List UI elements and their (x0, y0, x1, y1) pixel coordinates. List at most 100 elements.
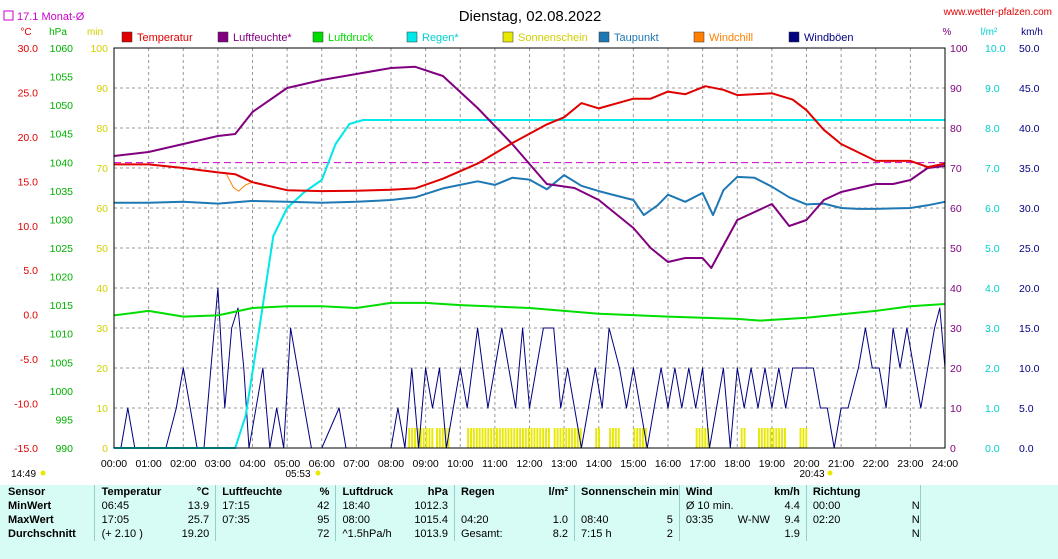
header-rain-unit: l/m² (548, 486, 569, 498)
series-line-luftdruck (113, 301, 946, 322)
time-tick-label: 23:00 (897, 458, 923, 470)
humidity-tick-label: 90 (950, 83, 962, 95)
wind-tick-label: 45.0 (1019, 83, 1040, 95)
legend-label: Sonnenschein (518, 32, 588, 44)
minutes-tick-label: 80 (96, 123, 108, 135)
stats-row-avg: Durchschnitt (+ 2.10 ) 19.20 72 ^1.5hPa/… (0, 527, 1058, 541)
wind-value: 1.9 (784, 528, 800, 540)
sunshine-bar (530, 428, 533, 448)
rain-tick-label: 5.0 (985, 243, 1000, 255)
time-tick-label: 13:00 (551, 458, 577, 470)
temp-tick-label: 15.0 (18, 176, 39, 188)
sunshine-bar (612, 428, 614, 448)
wind-time (678, 527, 738, 541)
sunshine-bar (805, 428, 808, 448)
hum-value: 72 (317, 528, 330, 540)
pressure-tick-label: 1020 (50, 272, 74, 284)
rain-value (530, 499, 574, 513)
sunshine-bar (763, 428, 766, 448)
sunshine-bar (519, 428, 521, 448)
sunshine-bar (614, 428, 617, 448)
sunset-icon (827, 470, 833, 476)
sunshine-bar (467, 428, 470, 448)
hum-value: 95 (317, 514, 330, 526)
series-line-regen (114, 119, 945, 449)
stats-row-max: MaxWert 17:05 25.7 07:35 95 08:00 1015.4… (0, 513, 1058, 527)
rain-time: 04:20 (453, 513, 531, 527)
sunshine-bar (704, 428, 707, 448)
sunrise-time: 05:53 (285, 469, 310, 480)
sunshine-bar (510, 428, 513, 448)
time-tick-label: 11:00 (482, 458, 508, 470)
minutes-tick-label: 20 (96, 363, 108, 375)
hum-time: 07:35 (215, 513, 292, 527)
dir-time (805, 527, 893, 541)
wind-tick-label: 25.0 (1019, 243, 1040, 255)
legend-swatch (598, 31, 610, 43)
rain-tick-label: 6.0 (985, 203, 1000, 215)
stats-table: Sensor Temperatur °C Luftfeuchte % Luftd… (0, 485, 1058, 541)
wind-value: 4.4 (784, 500, 800, 512)
humidity-tick-label: 70 (950, 163, 962, 175)
press-time: ^1.5hPa/h (335, 527, 413, 541)
wind-tick-label: 35.0 (1019, 163, 1040, 175)
header-hum-unit: % (319, 486, 330, 498)
pressure-tick-label: 1045 (50, 129, 74, 141)
rain-value: 1.0 (552, 514, 569, 526)
sunshine-bar (701, 428, 704, 448)
dir-value: N (911, 500, 920, 512)
sunshine-bar (760, 428, 763, 448)
temp-tick-label: 20.0 (18, 132, 39, 144)
sunshine-bar (504, 428, 507, 448)
sunshine-bar (475, 428, 478, 448)
sun-time: 08:40 (574, 513, 653, 527)
sunshine-bar (436, 428, 438, 448)
time-tick-label: 19:00 (759, 458, 785, 470)
sunshine-bar (636, 428, 639, 448)
sunshine-bar (802, 428, 805, 448)
wind-time: Ø 10 min. (678, 499, 738, 513)
legend-label: Windböen (804, 32, 854, 44)
sunshine-bar (595, 428, 598, 448)
humidity-tick-label: 0 (950, 443, 956, 455)
time-tick-label: 07:00 (343, 458, 369, 470)
hum-time: 17:15 (215, 499, 292, 513)
sunshine-bar (617, 428, 620, 448)
sunshine-bar (516, 428, 519, 448)
stats-filler (919, 485, 1058, 499)
time-tick-label: 16:00 (655, 458, 681, 470)
wind-tick-label: 20.0 (1019, 283, 1040, 295)
header-press: Luftdruck (335, 485, 413, 499)
minutes-tick-label: 10 (96, 403, 108, 415)
sunshine-bar (559, 428, 562, 448)
wind-tick-label: 0.0 (1019, 443, 1034, 455)
sunshine-bar (487, 428, 490, 448)
sunset-time: 20:43 (799, 469, 824, 480)
sunshine-bar (428, 428, 431, 448)
sunshine-bar (527, 428, 530, 448)
dir-value: N (911, 514, 920, 526)
humidity-tick-label: 30 (950, 323, 962, 335)
site-link[interactable]: www.wetter-pfalzen.com (943, 7, 1052, 18)
legend-label: Luftfeuchte* (233, 32, 292, 44)
rain-tick-label: 8.0 (985, 123, 1000, 135)
sunshine-bar (521, 428, 524, 448)
rain-value: 8.2 (552, 528, 569, 540)
rain-tick-label: 7.0 (985, 163, 1000, 175)
plot-frame (113, 47, 946, 449)
header-hum: Luftfeuchte (215, 485, 292, 499)
grid (114, 48, 945, 448)
sunshine-bar (496, 428, 498, 448)
sunshine-bar (481, 428, 484, 448)
wind-tick-label: 5.0 (1019, 403, 1034, 415)
legend-swatch (406, 31, 418, 43)
sunshine-bar (781, 428, 783, 448)
sunshine-bar (598, 428, 601, 448)
time-tick-label: 14:00 (586, 458, 612, 470)
pressure-tick-label: 1055 (50, 72, 74, 84)
sunshine-bar (493, 428, 496, 448)
series-line-temperatur (114, 85, 946, 193)
minutes-tick-label: 70 (96, 163, 108, 175)
dir-time: 02:20 (805, 513, 893, 527)
sunshine-bar (769, 428, 772, 448)
